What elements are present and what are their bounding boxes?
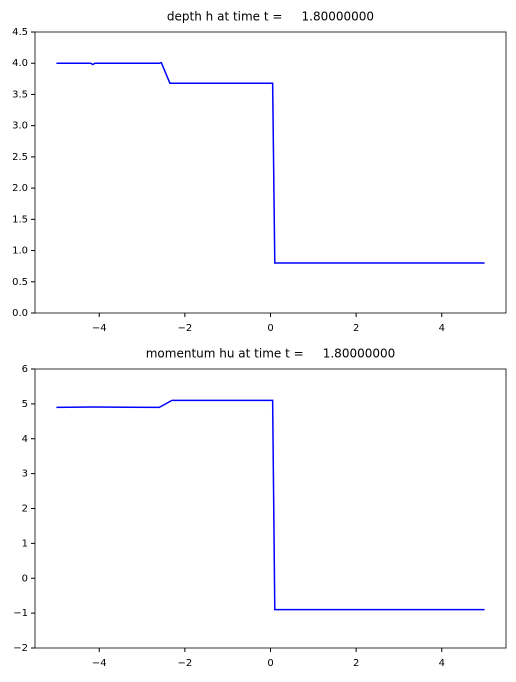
y-tick-label: 4.5 [12, 27, 28, 38]
y-tick-label: 3.0 [12, 121, 28, 132]
y-tick-label: 4 [22, 434, 28, 445]
x-tick-label: −2 [177, 323, 192, 334]
x-tick-label: −4 [92, 658, 107, 669]
y-tick-label: 0.5 [12, 277, 28, 288]
data-line [56, 399, 485, 611]
y-tick-label: −1 [13, 608, 28, 619]
y-tick-label: 1.5 [12, 214, 28, 225]
chart-title: momentum hu at time t = 1.80000000 [146, 347, 396, 361]
y-tick-label: 5 [22, 399, 28, 410]
x-tick-label: 0 [267, 323, 273, 334]
axes-frame [34, 31, 507, 314]
y-tick-label: 3 [22, 469, 28, 480]
x-tick-label: −2 [177, 658, 192, 669]
x-tick-label: 2 [353, 658, 359, 669]
x-tick-label: 4 [439, 323, 445, 334]
x-tick-label: 4 [439, 658, 445, 669]
data-line [56, 61, 485, 264]
x-tick-label: 0 [267, 658, 273, 669]
y-tick-label: 2.0 [12, 183, 28, 194]
y-tick-label: −2 [13, 643, 28, 654]
chart-title: depth h at time t = 1.80000000 [167, 10, 374, 24]
x-tick-label: −4 [92, 323, 107, 334]
y-tick-label: 0 [22, 573, 28, 584]
y-tick-label: 2.5 [12, 152, 28, 163]
y-tick-label: 3.5 [12, 89, 28, 100]
axes-frame [34, 368, 507, 649]
y-tick-label: 1 [22, 538, 28, 549]
y-tick-label: 2 [22, 504, 28, 515]
y-tick-label: 1.0 [12, 246, 28, 257]
y-tick-label: 6 [22, 364, 28, 375]
y-tick-label: 0.0 [12, 308, 28, 319]
y-tick-label: 4.0 [12, 58, 28, 69]
x-tick-label: 2 [353, 323, 359, 334]
